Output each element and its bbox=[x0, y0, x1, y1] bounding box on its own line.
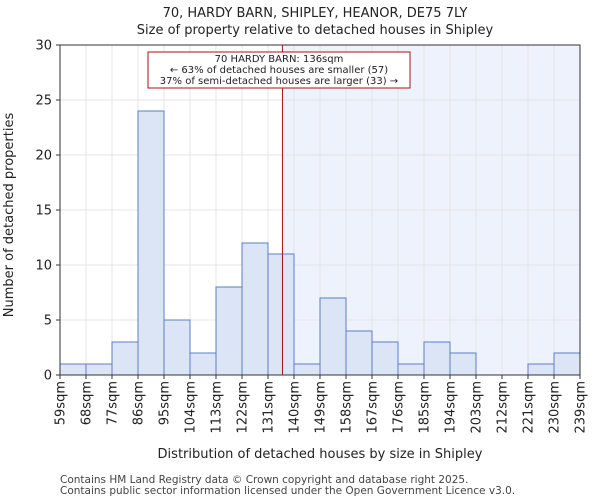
y-tick-label-30: 30 bbox=[35, 39, 52, 54]
x-tick-label-167sqm: 167sqm bbox=[366, 381, 381, 434]
x-tick-label-203sqm: 203sqm bbox=[470, 381, 485, 434]
x-tick-label-77sqm: 77sqm bbox=[106, 381, 121, 425]
x-tick-label-86sqm: 86sqm bbox=[132, 381, 147, 425]
x-tick-label-212sqm: 212sqm bbox=[496, 381, 511, 434]
footer-line-1: Contains HM Land Registry data © Crown c… bbox=[60, 474, 468, 486]
x-tick-label-185sqm: 185sqm bbox=[418, 381, 433, 434]
x-tick-label-239sqm: 239sqm bbox=[574, 381, 589, 434]
y-tick-label-5: 5 bbox=[44, 314, 52, 329]
x-tick-label-230sqm: 230sqm bbox=[548, 381, 563, 434]
chart-subtitle: Size of property relative to detached ho… bbox=[137, 23, 494, 38]
x-tick-label-221sqm: 221sqm bbox=[522, 381, 537, 434]
x-tick-label-113sqm: 113sqm bbox=[210, 381, 225, 434]
x-tick-label-131sqm: 131sqm bbox=[262, 381, 277, 434]
x-tick-label-194sqm: 194sqm bbox=[444, 381, 459, 434]
bar-86sqm bbox=[137, 110, 165, 376]
x-tick-label-68sqm: 68sqm bbox=[80, 381, 95, 425]
annotation-line-1: 70 HARDY BARN: 136sqm bbox=[215, 54, 344, 65]
x-tick-label-104sqm: 104sqm bbox=[184, 381, 199, 434]
bar-221sqm bbox=[527, 363, 555, 376]
annotation-line-3: 37% of semi-detached houses are larger (… bbox=[160, 76, 398, 87]
bar-59sqm bbox=[59, 363, 87, 376]
y-tick-label-25: 25 bbox=[35, 94, 52, 109]
x-axis-title: Distribution of detached houses by size … bbox=[158, 447, 483, 462]
x-tick-label-176sqm: 176sqm bbox=[392, 381, 407, 434]
y-axis-title: Number of detached properties bbox=[2, 113, 17, 318]
bar-95sqm bbox=[163, 319, 191, 376]
bar-113sqm bbox=[215, 286, 243, 376]
y-tick-label-20: 20 bbox=[35, 149, 52, 164]
bar-158sqm bbox=[345, 330, 373, 376]
annotation-box bbox=[147, 51, 411, 89]
footer-line-2: Contains public sector information licen… bbox=[60, 485, 515, 497]
chart-title: 70, HARDY BARN, SHIPLEY, HEANOR, DE75 7L… bbox=[163, 6, 468, 21]
bar-194sqm bbox=[449, 352, 477, 376]
y-tick-label-15: 15 bbox=[35, 204, 52, 219]
bar-77sqm bbox=[111, 341, 139, 376]
x-tick-label-95sqm: 95sqm bbox=[158, 381, 173, 425]
x-tick-label-122sqm: 122sqm bbox=[236, 381, 251, 434]
bar-185sqm bbox=[423, 341, 451, 376]
bars bbox=[59, 110, 581, 376]
bar-131sqm bbox=[267, 253, 295, 376]
x-tick-label-158sqm: 158sqm bbox=[340, 381, 355, 434]
bar-167sqm bbox=[371, 341, 399, 376]
bar-68sqm bbox=[85, 363, 113, 376]
bar-104sqm bbox=[189, 352, 217, 376]
bar-122sqm bbox=[241, 242, 269, 376]
annotation-line-2: ← 63% of detached houses are smaller (57… bbox=[170, 65, 388, 76]
x-tick-label-59sqm: 59sqm bbox=[54, 381, 69, 425]
x-tick-label-140sqm: 140sqm bbox=[288, 381, 303, 434]
bar-149sqm bbox=[319, 297, 347, 376]
bar-230sqm bbox=[553, 352, 581, 376]
y-axis-ticks: 0 5 10 15 20 25 30 bbox=[35, 39, 60, 384]
x-tick-label-149sqm: 149sqm bbox=[314, 381, 329, 434]
x-axis-ticks: 59sqm 68sqm 77sqm 86sqm 95sqm 104sqm 113sqm 122… bbox=[54, 375, 589, 434]
bar-176sqm bbox=[397, 363, 425, 376]
bar-140sqm bbox=[293, 363, 321, 376]
y-tick-label-0: 0 bbox=[44, 369, 52, 384]
y-tick-label-10: 10 bbox=[35, 259, 52, 274]
